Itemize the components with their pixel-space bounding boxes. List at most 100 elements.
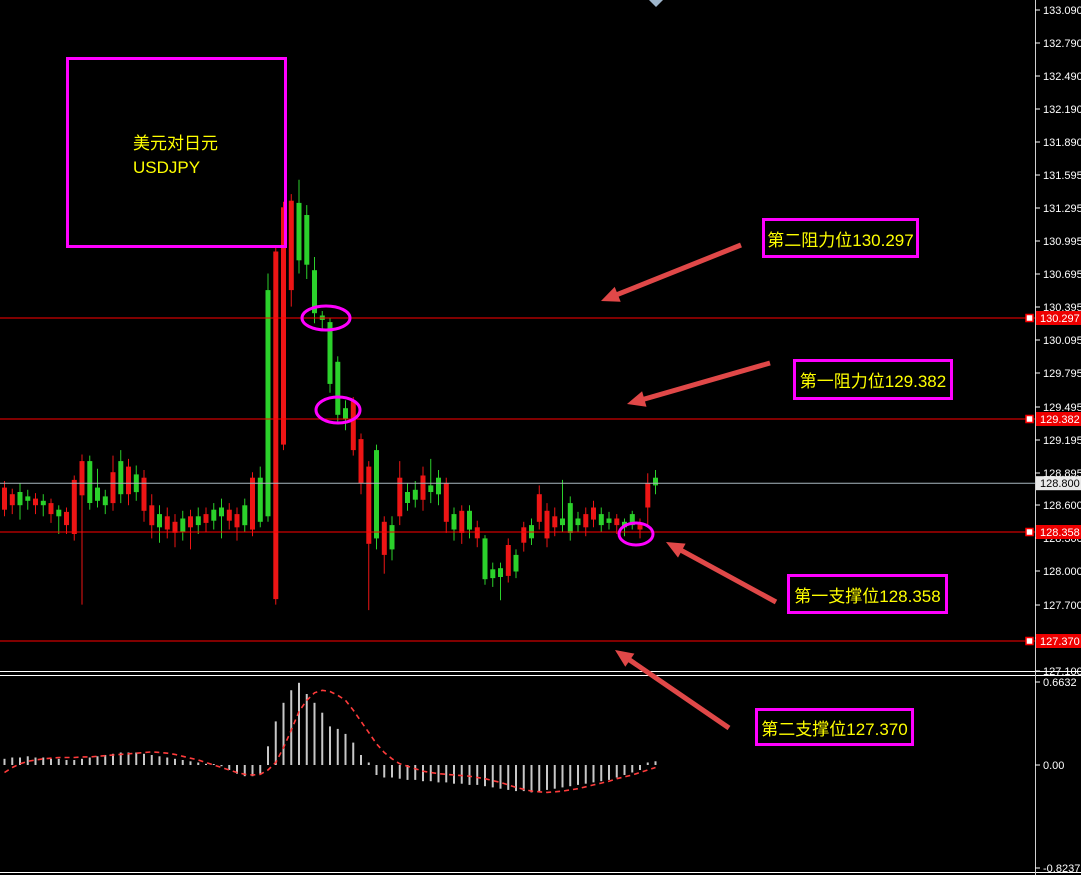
candle-body [459,510,465,533]
macd-histogram [3,682,657,793]
candle-body [164,516,170,530]
axis-price-label: 130.095 [1043,335,1081,347]
candle-body [505,545,511,576]
sr-lines-layer[interactable] [0,313,1035,646]
price-tag-text: 127.370 [1040,636,1080,648]
sr-line-handle[interactable] [1025,527,1034,537]
candle-body [141,477,147,511]
candle-body [234,514,240,528]
candle-body [583,514,589,528]
arrow-head-support-1[interactable] [666,542,686,558]
candle-body [653,477,658,486]
axis-indicator-label: 0.00 [1043,760,1064,772]
candle-body [575,518,581,526]
candle-body [17,492,23,506]
candle-body [544,510,550,539]
candle-body [265,290,271,517]
candle-body [513,554,519,572]
candle-body [358,439,364,484]
highlight-ellipse[interactable] [314,395,362,425]
candle-body [629,514,635,526]
candle-body [211,509,217,521]
annotation-box-resistance-1[interactable]: 第一阻力位129.382 [793,359,953,400]
candle-body [195,516,201,526]
candle-body [95,487,100,501]
candle-body [102,496,108,506]
candle-body [203,514,209,523]
sr-line-handle[interactable] [1025,313,1034,323]
axis-price-label: 130.995 [1043,236,1081,248]
price-tags: 130.297 129.382 128.358 127.370 128.800 [1036,311,1081,648]
sr-line-handle[interactable] [1025,414,1034,424]
candle-body [79,461,85,496]
chart-scroll-marker[interactable] [649,0,663,7]
axis-price-label: 129.795 [1043,368,1081,380]
candle-body [591,507,596,520]
arrow-head-resistance-2[interactable] [601,286,621,302]
candle-body [637,522,643,530]
price-tag-support-2 [1036,634,1081,648]
annotation-box-support-1[interactable]: 第一支撑位128.358 [787,574,948,614]
price-axis: 133.090 132.790 132.490 132.190 131.890 131.5… [1035,5,1081,875]
candle-body [443,483,449,522]
candle-body [614,518,620,526]
candle-body [498,568,503,577]
axis-price-label: 132.190 [1043,104,1081,116]
current-price-tag [1036,476,1081,491]
candle-body [110,472,116,504]
resistance-1-label: 第一阻力位129.382 [799,372,947,391]
axis-price-label: 131.295 [1043,203,1081,215]
highlight-ellipses[interactable] [300,304,655,547]
sr-line-handle[interactable] [1025,636,1034,646]
axis-indicator-label: 0.6632 [1043,677,1077,689]
arrow-shaft-support-2[interactable] [626,656,731,731]
axis-price-label: 131.595 [1043,170,1081,182]
candle-body [560,518,565,526]
candle-body [474,527,480,539]
axis-price-label: 127.100 [1043,666,1081,678]
candle-body [312,270,317,314]
candle-body [273,251,279,600]
candle-body [567,503,573,533]
price-tag-support-1 [1036,525,1081,539]
highlight-ellipse[interactable] [300,304,352,332]
candle-body [521,527,527,543]
chart-title: 美元对日元 USDJPY [133,132,218,180]
macd-signal-line [4,689,656,794]
highlight-ellipse[interactable] [617,521,655,547]
arrow-shaft-resistance-1[interactable] [641,360,771,403]
candle-body [490,569,496,579]
arrow-head-resistance-1[interactable] [627,391,647,407]
candle-body [250,477,255,530]
annotation-box-support-2[interactable]: 第二支撑位127.370 [755,708,914,746]
candle-body [598,514,604,526]
annotation-arrows[interactable] [601,242,778,731]
arrow-head-support-2[interactable] [615,650,635,667]
arrow-shaft-resistance-2[interactable] [614,242,742,298]
axis-price-label: 132.790 [1043,38,1081,50]
axis-price-label: 132.490 [1043,71,1081,83]
axis-indicator-label: -0.8237 [1043,863,1080,875]
candle-body [645,483,651,508]
annotation-title-box[interactable]: 美元对日元 USDJPY [66,57,287,248]
candle-body [242,505,248,526]
axis-price-label: 127.700 [1043,600,1081,612]
candle-body [536,494,542,522]
candle-body [296,202,302,261]
candle-body [40,500,46,506]
candle-body [451,514,457,530]
annotation-box-resistance-2[interactable]: 第二阻力位130.297 [762,218,919,258]
axis-price-label: 133.090 [1043,5,1081,17]
support-1-label: 第一支撑位128.358 [794,586,941,606]
candle-body [350,400,356,451]
candle-body [226,509,232,521]
candle-body [389,525,395,550]
price-tag-resistance-2 [1036,311,1081,325]
candle-body [343,408,348,420]
arrow-shaft-support-1[interactable] [678,547,778,605]
candle-body [157,514,162,528]
candle-body [33,498,38,506]
candle-body [405,492,410,503]
chart-title-line1: 美元对日元 [133,134,218,153]
